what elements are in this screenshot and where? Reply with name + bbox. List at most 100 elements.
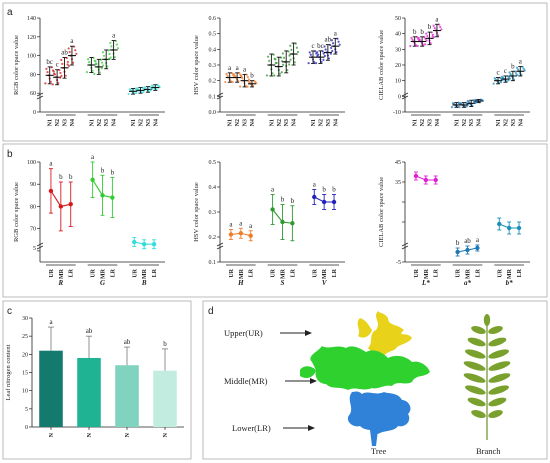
- label-upper: Upper(UR): [224, 328, 263, 338]
- a-lab-sample-point: [473, 101, 476, 104]
- a-hsv-sig-letter: ab: [325, 36, 332, 44]
- a-lab-sig-letter: b: [511, 62, 515, 70]
- branch-caption: Branch: [476, 446, 501, 456]
- a-hsv-sample-point: [323, 45, 326, 48]
- a-lab-x-tick-label: N1: [454, 119, 460, 126]
- a-hsv-sig-letter: bc: [317, 42, 324, 50]
- a-lab-sample-point: [417, 36, 420, 40]
- a-lab-sig-letter: b: [428, 23, 432, 31]
- a-rgb-sample-point: [116, 47, 120, 50]
- a-lab-sample-point: [514, 74, 517, 77]
- a-hsv-sample-point: [275, 61, 278, 65]
- a-rgb-y-tick-label: 60: [30, 91, 36, 97]
- a-hsv-sample-point: [268, 59, 271, 62]
- b-hsv-y-label: HSV color space value: [193, 182, 200, 242]
- a-hsv-sample-point: [288, 54, 291, 57]
- a-rgb-x-tick-label: N2: [97, 119, 103, 126]
- panel-c-frame: [2, 300, 192, 460]
- upper-arrow-head: [305, 330, 312, 336]
- b-lab-group-label: b*: [506, 279, 514, 287]
- a-hsv-sample-point: [225, 72, 228, 76]
- a-hsv-sample-point: [265, 74, 269, 77]
- tree-crown-middle-left: [300, 366, 316, 378]
- a-hsv-sig-letter: c: [311, 42, 314, 50]
- b-hsv-group-label: S: [281, 279, 285, 287]
- b-hsv-x-tick-label: LR: [249, 268, 255, 277]
- a-rgb-x-tick-label: N2: [138, 119, 144, 126]
- middle-arrow-head: [310, 378, 317, 384]
- a-rgb-x-tick-label: N1: [131, 119, 137, 126]
- c-bar-y-label: Leaf nitrogen content: [5, 344, 12, 400]
- a-lab-sample-point: [418, 38, 422, 41]
- a-lab-sig-letter: a: [435, 15, 439, 23]
- c-bar-y-tick-label: 15: [22, 371, 28, 377]
- a-lab-sample-point: [424, 43, 427, 46]
- a-rgb-sample-point: [51, 83, 54, 86]
- a-rgb-sample-point: [108, 57, 111, 60]
- a-rgb-chart: 0 60 80 100 120 140 RGB color space value bc N1 c…: [13, 16, 165, 126]
- a-lab-sig-letter: b: [413, 28, 417, 36]
- a-lab-y-tick-label: 0: [398, 94, 401, 100]
- a-hsv-sample-point: [290, 48, 293, 51]
- b-hsv-break-mark: [216, 245, 224, 250]
- panel-a-frame: [2, 2, 548, 142]
- a-lab-x-tick-label: N4: [435, 119, 441, 126]
- b-lab-y-tick-label: 45: [395, 160, 401, 166]
- a-hsv-sample-point: [330, 39, 334, 42]
- a-hsv-sample-point: [327, 57, 331, 60]
- b-hsv-y-tick-label: 0.4: [209, 185, 217, 191]
- branch-leaflet-right: [488, 349, 509, 359]
- a-hsv-sample-point: [320, 60, 323, 64]
- a-rgb-x-tick-label: N1: [48, 119, 54, 126]
- b-rgb-y-tick-label: 90: [30, 182, 36, 188]
- a-hsv-y-tick-label: 0.0: [209, 110, 217, 116]
- a-hsv-sample-point: [324, 48, 327, 51]
- b-lab-break-mark: [401, 242, 409, 247]
- b-hsv-sig-letter: a: [271, 186, 275, 194]
- panel-b-label: b: [7, 149, 13, 160]
- b-rgb-x-tick-label: LR: [110, 268, 116, 277]
- a-lab-sample-point: [433, 27, 436, 30]
- a-hsv-sample-point: [241, 77, 244, 80]
- a-rgb-sig-letter: a: [112, 32, 116, 40]
- a-rgb-sample-point: [113, 56, 116, 59]
- a-rgb-sample-point: [68, 50, 71, 54]
- b-hsv-sig-letter: a: [229, 221, 233, 229]
- a-hsv-sample-point: [233, 74, 237, 77]
- a-rgb-sample-point: [59, 71, 62, 75]
- a-lab-sig-letter: c: [504, 67, 507, 75]
- a-hsv-sample-point: [278, 72, 281, 75]
- b-lab-sig-letter: a: [476, 236, 480, 244]
- b-hsv-x-tick-label: MR: [239, 268, 245, 279]
- a-rgb-sample-point: [53, 73, 57, 76]
- b-hsv-x-tick-label: UR: [312, 268, 318, 277]
- b-rgb-group-label: B: [141, 279, 147, 287]
- a-hsv-x-tick-label: N2: [235, 119, 241, 126]
- a-rgb-sample-point: [106, 65, 109, 68]
- b-rgb-x-tick-label: MR: [142, 268, 148, 279]
- a-hsv-sample-point: [237, 80, 240, 83]
- branch-leaflet-left: [471, 410, 486, 418]
- b-rgb-x-tick-label: LR: [69, 268, 75, 277]
- branch-leaflet-left: [471, 326, 486, 334]
- b-hsv-sig-letter: a: [239, 219, 243, 227]
- a-rgb-sample-point: [110, 45, 113, 48]
- a-hsv-y-tick-label: 0.3: [209, 63, 217, 69]
- a-rgb-sample-point: [75, 52, 78, 55]
- a-hsv-x-tick-label: N1: [228, 119, 234, 126]
- b-rgb-group-label: G: [100, 279, 105, 287]
- a-rgb-sig-letter: a: [70, 37, 74, 45]
- a-hsv-chart: 0.0 0.1 0.2 0.3 0.4 0.5 0.6 HSV color space val…: [193, 16, 345, 126]
- a-lab-sample-point: [465, 105, 468, 108]
- a-hsv-sample-point: [286, 69, 289, 72]
- a-rgb-sample-point: [71, 61, 75, 64]
- c-bar-bar: [39, 350, 63, 427]
- a-lab-y-tick-label: 20: [395, 63, 401, 69]
- b-rgb-y-tick-label: 100: [27, 160, 36, 166]
- c-bar-y-tick-label: 5: [25, 407, 28, 413]
- a-lab-x-tick-label: N1: [413, 119, 419, 126]
- b-hsv-y-tick-label: 0.2: [209, 235, 217, 241]
- a-rgb-sig-letter: ab: [61, 48, 68, 56]
- a-hsv-sample-point: [322, 52, 325, 55]
- a-hsv-x-tick-label: N4: [250, 119, 256, 126]
